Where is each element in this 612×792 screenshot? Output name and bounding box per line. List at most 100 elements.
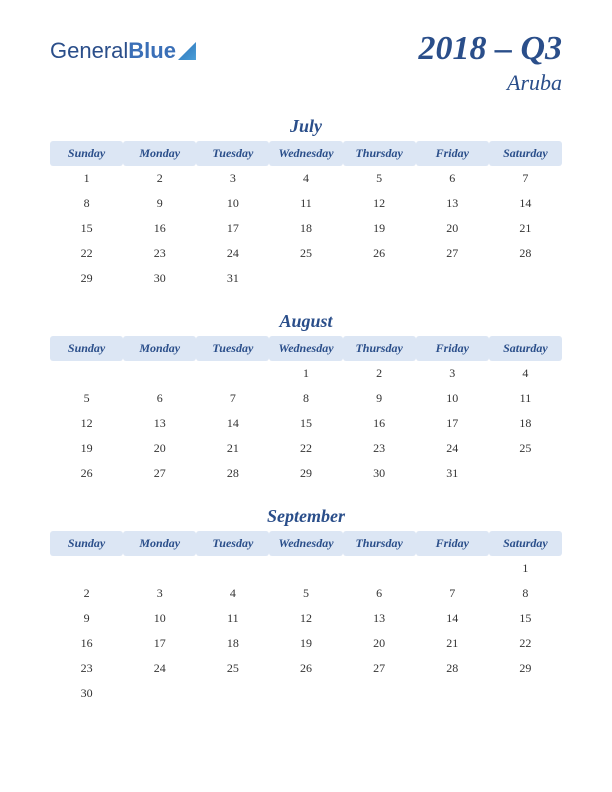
calendar-cell: 16 xyxy=(343,411,416,436)
calendar-cell: 28 xyxy=(196,461,269,486)
calendar-table: SundayMondayTuesdayWednesdayThursdayFrid… xyxy=(50,336,562,486)
calendar-row: 12131415161718 xyxy=(50,411,562,436)
calendar-cell: 7 xyxy=(196,386,269,411)
calendar-cell xyxy=(50,361,123,386)
calendar-cell: 13 xyxy=(123,411,196,436)
header-row: GeneralBlue 2018 – Q3 Aruba xyxy=(50,30,562,96)
calendar-row: 1 xyxy=(50,556,562,581)
calendar-cell: 2 xyxy=(343,361,416,386)
calendar-row: 19202122232425 xyxy=(50,436,562,461)
calendar-cell: 17 xyxy=(416,411,489,436)
calendar-row: 293031 xyxy=(50,266,562,291)
calendar-row: 15161718192021 xyxy=(50,216,562,241)
calendar-cell: 6 xyxy=(343,581,416,606)
calendar-cell: 18 xyxy=(269,216,342,241)
calendar-cell: 1 xyxy=(50,166,123,191)
calendar-cell: 10 xyxy=(416,386,489,411)
calendar-cell: 17 xyxy=(196,216,269,241)
calendar-cell xyxy=(489,461,562,486)
day-header: Wednesday xyxy=(269,336,342,361)
calendar-cell: 23 xyxy=(50,656,123,681)
calendar-cell: 18 xyxy=(196,631,269,656)
calendar-cell: 21 xyxy=(196,436,269,461)
calendar-cell: 15 xyxy=(269,411,342,436)
day-header: Monday xyxy=(123,141,196,166)
calendar-cell: 9 xyxy=(343,386,416,411)
calendar-cell xyxy=(269,266,342,291)
calendar-cell: 3 xyxy=(196,166,269,191)
calendar-cell xyxy=(416,681,489,706)
calendar-cell: 22 xyxy=(489,631,562,656)
title-sub: Aruba xyxy=(418,70,562,96)
calendar-page: GeneralBlue 2018 – Q3 Aruba JulySundayMo… xyxy=(0,0,612,766)
calendar-cell: 12 xyxy=(50,411,123,436)
calendar-cell: 24 xyxy=(416,436,489,461)
calendar-cell: 8 xyxy=(269,386,342,411)
calendar-cell: 27 xyxy=(343,656,416,681)
calendar-cell: 12 xyxy=(269,606,342,631)
calendar-cell: 3 xyxy=(416,361,489,386)
calendar-cell: 24 xyxy=(196,241,269,266)
calendar-cell: 2 xyxy=(123,166,196,191)
month-name: July xyxy=(50,116,562,137)
logo-text-1: General xyxy=(50,38,128,64)
logo-triangle-icon xyxy=(178,42,196,60)
calendar-cell xyxy=(343,266,416,291)
calendar-cell: 25 xyxy=(196,656,269,681)
calendar-cell: 6 xyxy=(416,166,489,191)
title-main: 2018 – Q3 xyxy=(418,30,562,68)
calendar-cell xyxy=(416,266,489,291)
month-block: SeptemberSundayMondayTuesdayWednesdayThu… xyxy=(50,506,562,706)
day-header: Monday xyxy=(123,336,196,361)
calendar-cell: 4 xyxy=(269,166,342,191)
calendar-cell: 23 xyxy=(343,436,416,461)
calendar-cell: 3 xyxy=(123,581,196,606)
calendar-cell: 10 xyxy=(196,191,269,216)
day-header: Thursday xyxy=(343,336,416,361)
calendar-cell: 23 xyxy=(123,241,196,266)
calendar-cell xyxy=(489,681,562,706)
calendar-row: 16171819202122 xyxy=(50,631,562,656)
calendar-cell: 25 xyxy=(489,436,562,461)
calendar-cell: 8 xyxy=(489,581,562,606)
calendar-row: 1234567 xyxy=(50,166,562,191)
day-header: Sunday xyxy=(50,141,123,166)
calendar-cell xyxy=(343,681,416,706)
day-header: Saturday xyxy=(489,531,562,556)
calendar-row: 1234 xyxy=(50,361,562,386)
month-name: August xyxy=(50,311,562,332)
calendar-cell xyxy=(196,681,269,706)
day-header: Monday xyxy=(123,531,196,556)
day-header: Tuesday xyxy=(196,531,269,556)
calendar-cell: 14 xyxy=(489,191,562,216)
calendar-cell: 27 xyxy=(123,461,196,486)
calendar-cell: 20 xyxy=(416,216,489,241)
day-header: Tuesday xyxy=(196,336,269,361)
calendar-row: 2345678 xyxy=(50,581,562,606)
month-block: August SundayMondayTuesdayWednesdayThursd… xyxy=(50,311,562,486)
calendar-cell: 13 xyxy=(343,606,416,631)
calendar-cell: 1 xyxy=(269,361,342,386)
day-header: Sunday xyxy=(50,531,123,556)
calendar-cell: 18 xyxy=(489,411,562,436)
month-block: JulySundayMondayTuesdayWednesdayThursday… xyxy=(50,116,562,291)
calendar-cell: 24 xyxy=(123,656,196,681)
calendar-cell: 4 xyxy=(489,361,562,386)
calendar-cell: 5 xyxy=(269,581,342,606)
calendar-cell: 17 xyxy=(123,631,196,656)
calendar-cell: 14 xyxy=(416,606,489,631)
calendar-cell: 5 xyxy=(50,386,123,411)
calendar-cell: 29 xyxy=(489,656,562,681)
calendar-cell: 7 xyxy=(489,166,562,191)
calendar-cell: 26 xyxy=(343,241,416,266)
logo-text-2: Blue xyxy=(128,38,176,64)
calendar-cell: 9 xyxy=(123,191,196,216)
calendar-cell: 15 xyxy=(50,216,123,241)
calendar-cell xyxy=(416,556,489,581)
calendar-row: 30 xyxy=(50,681,562,706)
day-header: Sunday xyxy=(50,336,123,361)
calendar-cell: 11 xyxy=(269,191,342,216)
calendar-cell: 29 xyxy=(269,461,342,486)
calendar-cell xyxy=(489,266,562,291)
calendar-cell: 19 xyxy=(269,631,342,656)
